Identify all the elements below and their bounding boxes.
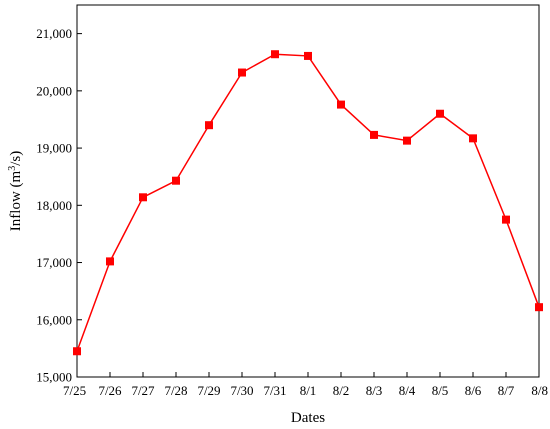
x-tick-label: 8/1: [300, 383, 317, 398]
x-tick-label: 7/30: [230, 383, 253, 398]
x-tick-label: 8/8: [531, 383, 548, 398]
data-point-marker: [535, 303, 543, 312]
x-tick-label: 7/27: [131, 383, 155, 398]
data-point-marker: [469, 134, 477, 143]
data-point-marker: [205, 121, 213, 130]
data-point-marker: [238, 68, 246, 77]
x-tick-label: 7/26: [98, 383, 122, 398]
x-tick-label: 8/4: [399, 383, 416, 398]
data-point-marker: [436, 109, 444, 118]
y-tick-label: 15,000: [36, 370, 72, 385]
data-point-marker: [172, 176, 180, 185]
x-tick-label: 7/28: [164, 383, 187, 398]
x-tick-label: 8/5: [432, 383, 449, 398]
data-point-marker: [271, 50, 279, 59]
y-tick-label: 18,000: [36, 198, 72, 213]
y-tick-label: 17,000: [36, 255, 72, 270]
y-axis-title-main: Inflow (m: [8, 170, 24, 231]
x-axis-title: Dates: [291, 410, 325, 426]
x-tick-label: 8/7: [498, 383, 515, 398]
data-point-marker: [304, 51, 312, 60]
data-point-marker: [73, 347, 81, 356]
x-tick-label: 8/3: [366, 383, 383, 398]
data-point-marker: [337, 100, 345, 109]
inflow-series-line: [76, 53, 540, 352]
y-tick-label: 21,000: [36, 26, 72, 41]
x-axis: 7/25 7/26 7/27 7/28 7/29 7/30 7/31 8/1 8/2 8/3 8/4…: [63, 372, 548, 398]
y-tick-label: 20,000: [36, 83, 72, 98]
y-tick-label: 16,000: [36, 312, 72, 327]
x-tick-label: 7/29: [197, 383, 220, 398]
data-point-marker: [370, 130, 378, 139]
y-axis-title: Inflow (m3/s): [7, 151, 24, 231]
data-point-marker: [106, 257, 114, 266]
y-axis-title-superscript: 3: [7, 166, 18, 171]
data-point-marker: [139, 193, 147, 202]
inflow-series-markers: [73, 50, 543, 356]
x-tick-label: 8/2: [333, 383, 350, 398]
x-tick-label: 7/31: [263, 383, 286, 398]
plot-frame: [76, 4, 540, 378]
y-axis: 15,000 16,000 17,000 18,000 19,000 20,000 21,0…: [36, 26, 82, 385]
data-point-marker: [502, 215, 510, 224]
x-tick-label: 8/6: [465, 383, 482, 398]
y-tick-label: 19,000: [36, 141, 72, 156]
data-point-marker: [403, 136, 411, 145]
y-axis-title-tail: /s): [8, 151, 24, 166]
x-tick-label: 7/25: [63, 383, 86, 398]
